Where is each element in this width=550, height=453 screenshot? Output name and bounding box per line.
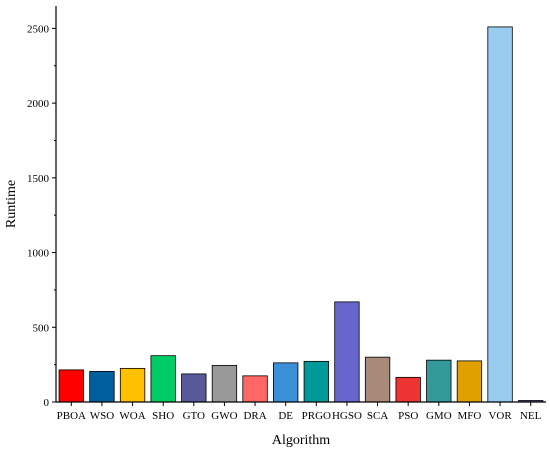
y-tick-label: 0	[44, 397, 50, 409]
y-axis-ticks: 0 500 1000 1500 2000 2500	[27, 23, 56, 409]
y-axis-title: Runtime	[4, 180, 19, 228]
x-tick-label-woa: WOA	[119, 410, 145, 422]
bar-sca	[364, 356, 391, 403]
bar-pboa	[58, 369, 84, 403]
bar-mfo	[456, 360, 483, 403]
x-tick-label-prgo: PRGO	[302, 410, 331, 422]
y-tick-label: 1500	[27, 173, 50, 185]
bar-pso	[395, 376, 421, 403]
bar-sho	[150, 355, 176, 403]
bar-gwo	[211, 364, 238, 403]
bar-prgo	[303, 360, 329, 403]
y-tick-label: 1000	[27, 248, 50, 260]
y-tick-label: 2500	[27, 23, 50, 35]
x-tick-label-sho: SHO	[152, 410, 174, 422]
bar-gmo	[426, 359, 452, 403]
x-tick-label-vor: VOR	[488, 410, 512, 422]
bar-wso	[89, 370, 115, 403]
x-tick-label-mfo: MFO	[458, 410, 482, 422]
x-tick-label-pboa: PBOA	[57, 410, 86, 422]
x-tick-label-de: DE	[278, 410, 293, 422]
x-tick-label-sca: SCA	[367, 410, 388, 422]
y-tick-label: 2000	[27, 98, 50, 110]
bar-gto	[181, 373, 207, 403]
bar-hgso	[334, 301, 360, 403]
bar-de	[273, 362, 299, 403]
x-tick-label-hgso: HGSO	[332, 410, 362, 422]
x-tick-label-dra: DRA	[243, 410, 266, 422]
x-tick-label-pso: PSO	[398, 410, 418, 422]
x-axis-title: Algorithm	[272, 433, 330, 448]
bar-vor	[487, 26, 513, 403]
y-tick-label: 500	[33, 322, 50, 334]
bars	[58, 26, 544, 403]
x-tick-label-gwo: GWO	[211, 410, 237, 422]
x-axis-ticks: PBOA WSO WOA SHO GTO GWO DRA DE PRGO HGSO SCA PSO GM…	[57, 402, 542, 422]
x-tick-label-nel: NEL	[520, 410, 542, 422]
x-tick-label-gto: GTO	[183, 410, 205, 422]
bar-dra	[242, 375, 268, 403]
bar-woa	[119, 367, 146, 403]
x-tick-label-gmo: GMO	[426, 410, 452, 422]
x-tick-label-wso: WSO	[90, 410, 115, 422]
